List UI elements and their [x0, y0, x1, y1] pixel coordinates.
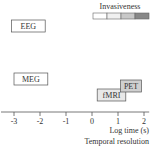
method-label: fMRI — [103, 91, 121, 100]
x-axis — [1, 112, 149, 113]
method-box — [14, 73, 48, 85]
invasiveness-scale — [121, 13, 135, 19]
x-tick-label: 0 — [90, 117, 94, 126]
x-tick — [118, 112, 119, 116]
x-tick-label: -3 — [11, 117, 18, 126]
invasiveness-scale — [107, 13, 121, 19]
x-tick — [14, 112, 15, 116]
x-tick-label: -1 — [63, 117, 70, 126]
x-tick — [40, 112, 41, 116]
x-axis-label: Log time (s) — [109, 126, 149, 135]
method-box — [121, 80, 142, 92]
method-label: MEG — [22, 75, 40, 84]
method-label: EEG — [21, 22, 37, 31]
method-box — [11, 20, 45, 32]
x-tick — [66, 112, 67, 116]
invasiveness-scale — [135, 13, 149, 19]
method-label: PET — [124, 82, 138, 91]
x-tick — [92, 112, 93, 116]
marks — [11, 20, 141, 101]
x-axis-label: Temporal resolution — [84, 137, 149, 146]
invasiveness-scale — [93, 13, 107, 19]
x-tick-label: -2 — [37, 117, 44, 126]
chart: Invasiveness EEG MEG fMRIPET -3 -2 -1 0 1 2Log ti… — [0, 0, 150, 150]
annotation: Invasiveness — [100, 2, 141, 11]
x-tick-label: 1 — [116, 117, 120, 126]
x-tick — [144, 112, 145, 116]
x-tick-label: 2 — [142, 117, 146, 126]
